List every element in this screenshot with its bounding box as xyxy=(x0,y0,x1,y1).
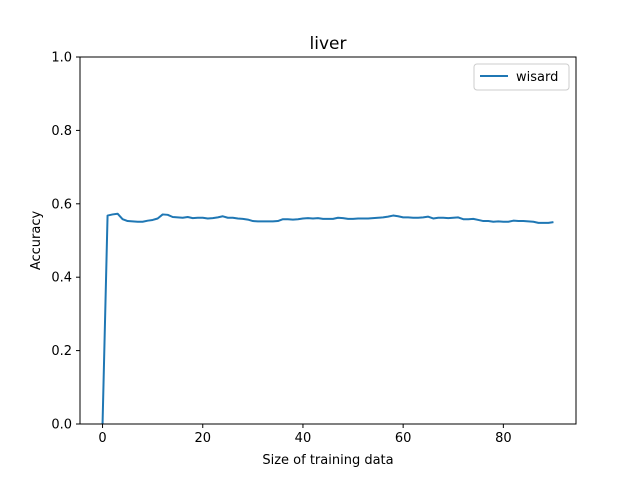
x-tick-label: 60 xyxy=(395,431,412,446)
legend-box xyxy=(473,63,570,91)
series-line-wisard xyxy=(101,212,554,425)
x-tick-label: 20 xyxy=(194,431,211,446)
x-tick-label: 40 xyxy=(295,431,312,446)
legend-label-wisard: wisard xyxy=(516,70,558,85)
plot-content xyxy=(101,212,554,425)
y-tick-label: 0.0 xyxy=(51,418,72,433)
chart-title: liver xyxy=(310,34,347,54)
plot-area xyxy=(80,57,576,424)
x-tick-label: 0 xyxy=(98,431,106,446)
y-axis-ticks: 0.0 0.2 0.4 0.6 0.8 1.0 xyxy=(51,51,80,433)
x-axis-label: Size of training data xyxy=(262,453,393,468)
y-tick-label: 0.8 xyxy=(51,124,72,139)
y-tick-label: 1.0 xyxy=(51,51,72,66)
x-axis-ticks: 0 20 40 60 80 xyxy=(98,424,512,446)
y-tick-label: 0.2 xyxy=(51,344,72,359)
y-tick-label: 0.4 xyxy=(51,271,72,286)
y-tick-label: 0.6 xyxy=(51,197,72,212)
y-axis-label: Accuracy xyxy=(29,211,44,271)
axes-frame xyxy=(79,56,577,425)
x-tick-label: 80 xyxy=(495,431,512,446)
legend: wisard xyxy=(473,63,570,91)
